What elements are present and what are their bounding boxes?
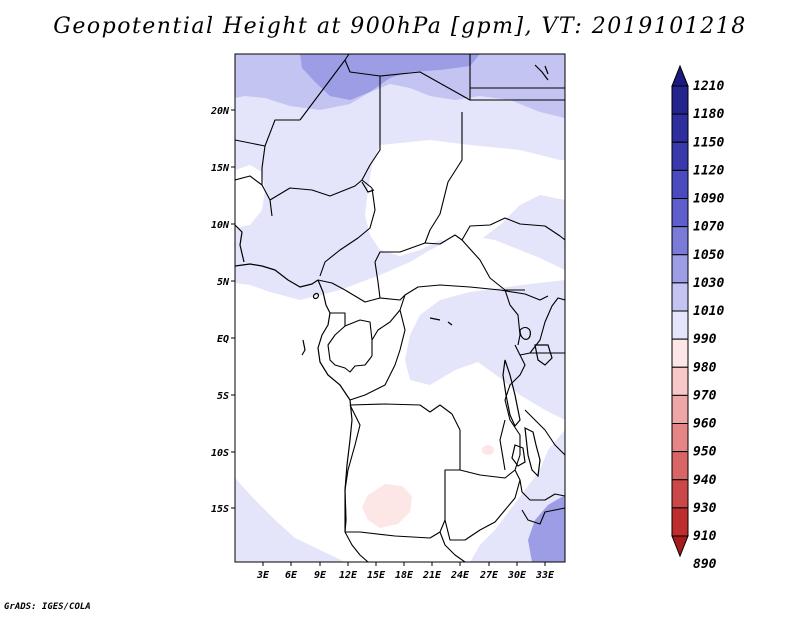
latitude-axis [231,109,235,509]
colorbar-label: 980 [693,360,717,375]
lakes [361,64,553,478]
lon-label: 9E [314,570,327,581]
height-gap-sahel [365,140,565,256]
colorbar-label: 1010 [693,304,724,319]
lon-label: 27E [479,570,499,581]
map-frame [234,53,566,563]
colorbar-segment [671,310,689,340]
colorbar-label: 960 [693,417,717,432]
lon-label: 15E [367,570,386,581]
map-title: Geopotential Height at 900hPa [gpm], VT:… [53,14,747,39]
colorbar-label: 930 [693,501,717,516]
colorbar-label: 970 [693,388,717,403]
colorbar-segment [671,507,689,537]
height-field-1010-south-west [235,478,345,562]
colorbar-label: 1090 [693,192,724,207]
coastlines [235,224,353,533]
height-gap-west [235,165,265,228]
height-field-990-small [482,445,494,455]
lon-label: 6E [285,570,298,581]
grads-credit: GrADS: IGES/COLA [4,602,91,612]
height-field-1050-southeast [528,495,565,562]
colorbar-segment [671,366,689,396]
colorbar-label: 940 [693,473,717,488]
height-field-1050-north [300,54,480,100]
height-field-990-low [362,484,412,528]
country-borders [235,54,565,562]
colorbar: 1210 1180 1150 1120 1090 1070 1050 1030 1010 990 9… [671,64,724,572]
colorbar-label: 1070 [693,220,724,235]
colorbar-label: 910 [693,529,717,544]
lat-label: 5N [217,277,230,288]
lon-label: 21E [422,570,442,581]
lon-label: 33E [535,570,555,581]
lon-label: 24E [450,570,470,581]
colorbar-label: 890 [693,557,717,572]
lon-label: 12E [339,570,358,581]
colorbar-segment [671,423,689,453]
colorbar-label: 1120 [693,163,724,178]
colorbar-segment [671,479,689,509]
lat-label: 10S [211,448,229,459]
lat-label: 15S [211,504,229,515]
lat-label: 10N [211,220,230,231]
colorbar-label: 1030 [693,276,724,291]
colorbar-segment [671,282,689,312]
colorbar-label: 1210 [693,79,724,94]
lat-label: 20N [210,106,230,117]
colorbar-max-triangle [671,64,689,87]
colorbar-label: 1050 [693,248,724,263]
lat-label: 5S [217,391,229,402]
lat-label: EQ [217,334,229,345]
colorbar-label: 1180 [693,107,724,122]
height-field-1010-east [405,280,565,420]
colorbar-label: 950 [693,445,717,460]
colorbar-label: 1150 [693,135,724,150]
colorbar-segment [671,226,689,256]
map-panel [235,54,565,562]
colorbar-segment [671,394,689,424]
lon-label: 30E [507,570,527,581]
colorbar-min-triangle [671,535,689,558]
colorbar-label: 990 [693,332,717,347]
colorbar-segment [671,113,689,143]
longitude-axis [262,562,546,566]
colorbar-segment [671,451,689,481]
lon-label: 18E [395,570,414,581]
lon-label: 3E [256,570,270,581]
colorbar-segment [671,141,689,171]
colorbar-segment [671,85,689,115]
lat-label: 15N [211,163,230,174]
colorbar-segment [671,198,689,228]
colorbar-segment [671,169,689,199]
colorbar-segment [671,338,689,368]
colorbar-segment [671,254,689,284]
